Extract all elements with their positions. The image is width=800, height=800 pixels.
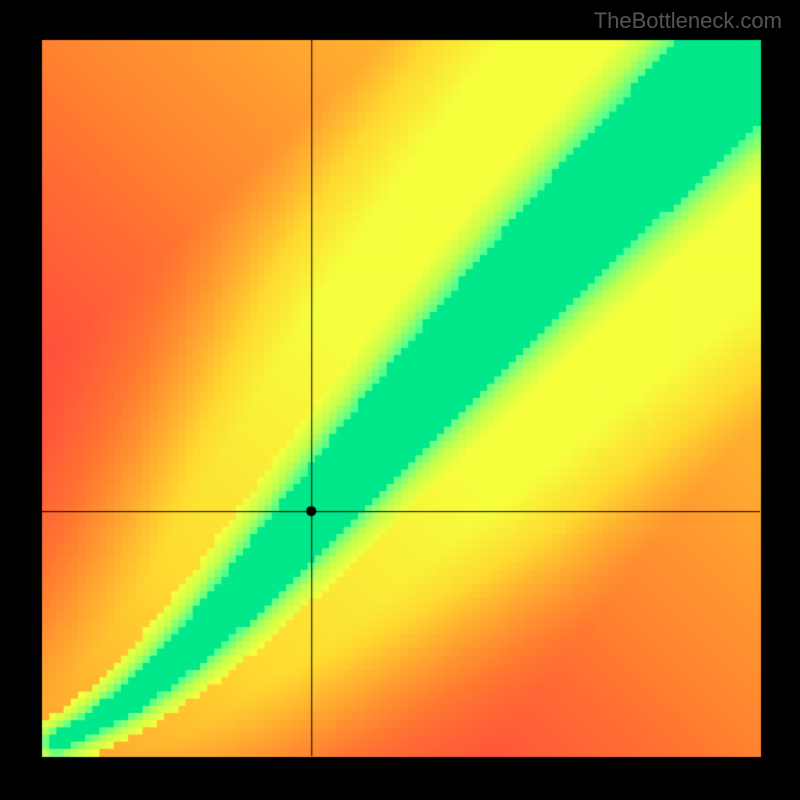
chart-container: TheBottleneck.com [0,0,800,800]
watermark-label: TheBottleneck.com [594,8,782,34]
heatmap-canvas [0,0,800,800]
